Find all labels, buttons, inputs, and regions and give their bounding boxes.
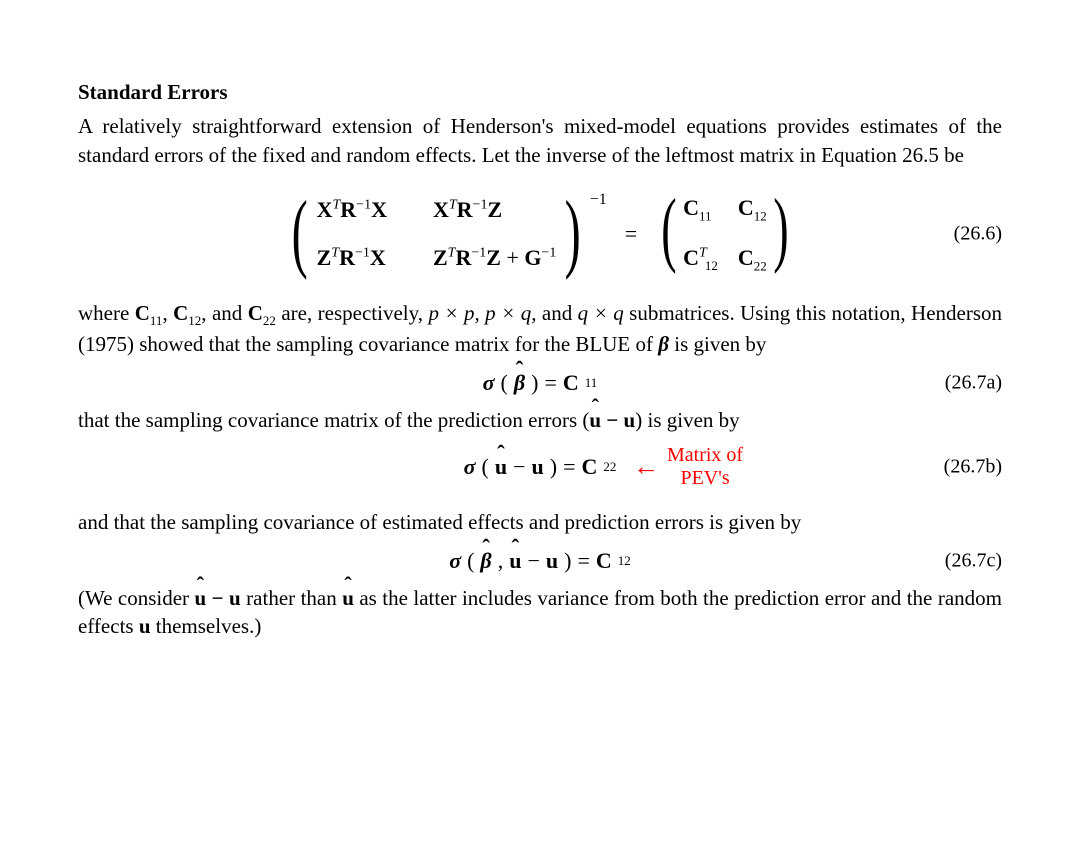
left-matrix-cells: XTR−1X XTR−1Z ZTR−1X ZTR−1Z + G−1 <box>315 189 559 278</box>
annotation-line2: PEV's <box>680 467 729 489</box>
sub22: 22 <box>263 313 276 328</box>
intro-paragraph: A relatively straightforward extension o… <box>78 112 1002 169</box>
sigma: σ <box>464 452 476 482</box>
cell-r2c2: ZTR−1Z + G−1 <box>433 243 556 273</box>
sub12: 12 <box>188 313 201 328</box>
text: , and <box>201 301 247 325</box>
sub11: 11 <box>150 313 163 328</box>
minus: − <box>513 452 525 482</box>
beta-hat: β <box>480 546 491 576</box>
equation-26-7a: σ(β ) = C 11 (26.7a) <box>78 368 1002 398</box>
close: ) <box>531 368 538 398</box>
equation-body: σ(β ) = C 11 <box>483 368 598 398</box>
close: ) <box>550 452 557 482</box>
paragraph-4: and that the sampling covariance of esti… <box>78 508 1002 536</box>
equation-number: (26.7b) <box>944 454 1002 481</box>
text: that the sampling covariance matrix of t… <box>78 408 589 432</box>
equals: = <box>563 452 575 482</box>
u-hat-minus-u: u − u <box>195 586 241 610</box>
text: where <box>78 301 135 325</box>
paren-right: ) <box>565 189 581 278</box>
cell-r2c2: C22 <box>738 243 767 275</box>
beta: β <box>658 332 669 356</box>
text: (We consider <box>78 586 195 610</box>
equation-26-6: ( XTR−1X XTR−1Z ZTR−1X ZTR−1Z + G−1 ) −1… <box>78 187 1002 281</box>
cell-r1c2: C12 <box>738 193 767 225</box>
text: ) is given by <box>635 408 739 432</box>
arrow-left-icon: ← <box>633 454 659 480</box>
C12: C <box>173 301 188 325</box>
u: u <box>546 546 558 576</box>
cell-r2c1: ZTR−1X <box>317 243 387 273</box>
open: ( <box>481 452 488 482</box>
sigma: σ <box>483 368 495 398</box>
text: is given by <box>669 332 766 356</box>
right-matrix-cells: C11 C12 CT12 C22 <box>683 187 767 281</box>
text: , <box>162 301 173 325</box>
section-heading: Standard Errors <box>78 78 1002 106</box>
paren-left: ( <box>661 187 676 281</box>
minus: − <box>527 546 539 576</box>
u-hat: u <box>509 546 521 576</box>
dims2: q × q <box>578 301 624 325</box>
annotation-text: Matrix of PEV's <box>667 444 743 490</box>
equation-number: (26.7a) <box>945 369 1002 396</box>
equation-body: σ( u − u ) = C 22 <box>464 452 617 482</box>
text: are, respectively, <box>276 301 429 325</box>
comma: , <box>498 546 504 576</box>
cell-r1c1: XTR−1X <box>317 195 387 225</box>
open: ( <box>501 368 508 398</box>
equation-body: ( XTR−1X XTR−1Z ZTR−1X ZTR−1Z + G−1 ) −1… <box>285 187 794 281</box>
equals: = <box>577 546 589 576</box>
paragraph-5: (We consider u − u rather than u as the … <box>78 584 1002 641</box>
u: u <box>139 614 151 638</box>
text: rather than <box>241 586 342 610</box>
beta-hat: β <box>514 368 525 398</box>
left-matrix: ( XTR−1X XTR−1Z ZTR−1X ZTR−1Z + G−1 ) <box>285 189 587 278</box>
C22: C <box>248 301 263 325</box>
paren-right: ) <box>773 187 788 281</box>
paren-left: ( <box>292 189 308 278</box>
right-matrix: ( C11 C12 CT12 C22 ) <box>655 187 795 281</box>
close: ) <box>564 546 571 576</box>
u-hat-minus-u: u − u <box>589 408 635 432</box>
C11: C <box>135 301 150 325</box>
dims1: p × p, p × q, <box>428 301 536 325</box>
cell-r2c1: CT12 <box>683 243 718 275</box>
equation-number: (26.6) <box>954 220 1002 247</box>
text: themselves.) <box>151 614 262 638</box>
u-hat: u <box>342 586 354 610</box>
annotation-line1: Matrix of <box>667 444 743 466</box>
equals-sign: = <box>625 219 637 249</box>
pev-annotation: ← Matrix of PEV's <box>633 444 743 490</box>
inverse-exponent: −1 <box>590 189 607 211</box>
rhs-sub: 11 <box>585 374 598 392</box>
rhs: C <box>581 452 597 482</box>
equals: = <box>544 368 556 398</box>
cell-r1c2: XTR−1Z <box>433 195 556 225</box>
u-hat: u <box>495 452 507 482</box>
paragraph-2: where C11, C12, and C22 are, respectivel… <box>78 299 1002 358</box>
document-page: Standard Errors A relatively straightfor… <box>0 0 1080 641</box>
rhs: C <box>563 368 579 398</box>
equation-number: (26.7c) <box>945 548 1002 575</box>
equation-body: σ(β, u − u ) = C 12 <box>449 546 631 576</box>
paragraph-3: that the sampling covariance matrix of t… <box>78 406 1002 434</box>
cell-r1c1: C11 <box>683 193 718 225</box>
open: ( <box>467 546 474 576</box>
rhs: C <box>596 546 612 576</box>
u: u <box>531 452 543 482</box>
equation-26-7c: σ(β, u − u ) = C 12 (26.7c) <box>78 546 1002 576</box>
sigma: σ <box>449 546 461 576</box>
text: and <box>536 301 577 325</box>
rhs-sub: 22 <box>603 458 616 476</box>
rhs-sub: 12 <box>618 552 631 570</box>
equation-26-7b: σ( u − u ) = C 22 ← Matrix of PEV's (26.7… <box>78 444 1002 490</box>
